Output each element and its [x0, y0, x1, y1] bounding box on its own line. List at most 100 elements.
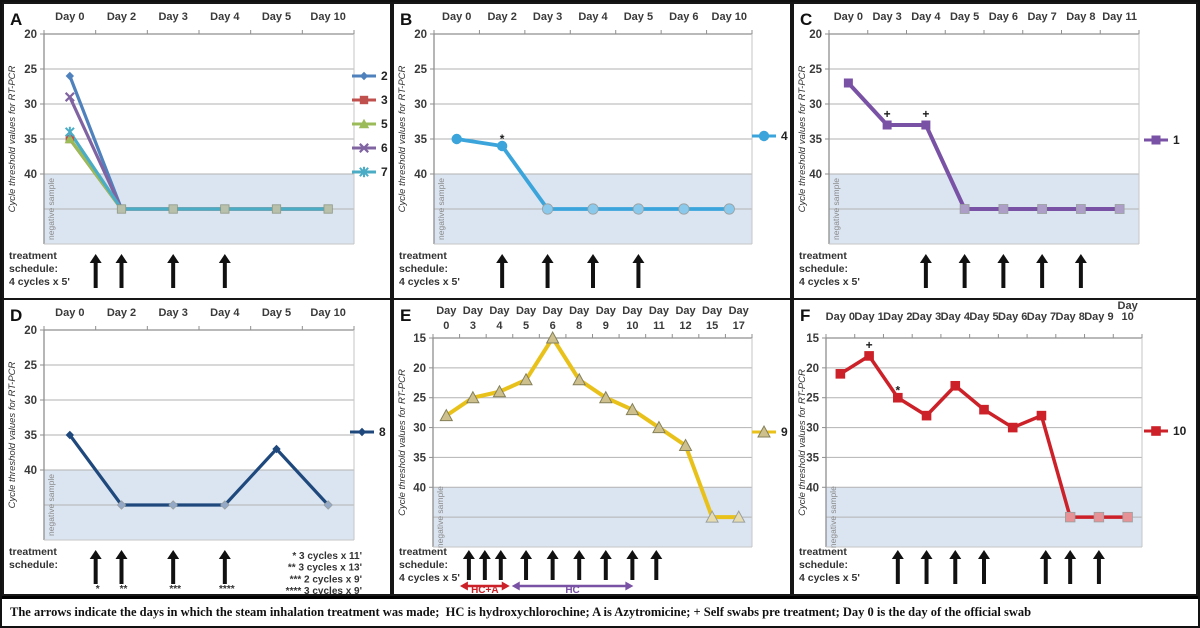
svg-text:Day 3: Day 3: [912, 311, 941, 323]
arrow-footnote-mark: **: [120, 584, 128, 594]
svg-text:Day: Day: [436, 305, 457, 317]
svg-text:Day 4: Day 4: [210, 307, 240, 319]
treatment-schedule-text: schedule:: [9, 263, 58, 275]
svg-text:Day 0: Day 0: [55, 307, 84, 319]
svg-text:Day 8: Day 8: [1056, 311, 1085, 323]
series-markers: [835, 351, 1133, 523]
series-markers: [451, 133, 735, 215]
svg-text:Day 2: Day 2: [883, 311, 912, 323]
svg-text:Day: Day: [516, 305, 537, 317]
panel-letter: F: [800, 306, 810, 325]
svg-text:Day 3: Day 3: [872, 11, 901, 23]
svg-text:3: 3: [470, 320, 476, 332]
y-tick-label: 40: [413, 482, 426, 494]
negative-sample-label: negative sample: [46, 474, 56, 536]
y-tick-label: 30: [24, 395, 37, 407]
y-tick-label: 35: [414, 134, 427, 146]
treatment-schedule-text: treatment: [799, 546, 847, 558]
legend-label: 10: [1173, 424, 1187, 438]
legend: 1: [1144, 133, 1180, 147]
y-tick-label: 35: [809, 134, 822, 146]
cycle-note: ** 3 cycles x 13': [288, 563, 362, 574]
y-tick-label: 20: [24, 325, 37, 337]
svg-text:Day 1: Day 1: [854, 311, 883, 323]
series-line-9: [445, 336, 739, 520]
arrow-footnote-mark: ****: [219, 584, 235, 594]
day-labels: Day 0 Day 3 Day 4 Day 5 Day 6 Day 7 Day 8 Day 1…: [834, 11, 1137, 23]
svg-text:6: 6: [550, 320, 556, 332]
svg-text:Day 7: Day 7: [1027, 311, 1056, 323]
treatment-schedule-text: 4 cycles x 5': [399, 572, 460, 584]
legend-label: 1: [1173, 133, 1180, 147]
gridlines: [433, 367, 752, 518]
cycle-note: *** 2 cycles x 9': [290, 574, 362, 585]
svg-text:Day 10: Day 10: [310, 11, 345, 23]
svg-text:15: 15: [706, 320, 718, 332]
treatment-arrows: [919, 254, 1087, 288]
treatment-arrows: [89, 550, 231, 584]
svg-text:Day: Day: [463, 305, 484, 317]
legend-label: 7: [381, 165, 388, 179]
svg-text:Day 5: Day 5: [950, 11, 979, 23]
y-tick-label: 15: [806, 333, 819, 345]
negative-sample-label: negative sample: [828, 486, 838, 548]
series-line-8: [68, 434, 330, 507]
y-tick-label: 30: [414, 99, 427, 111]
treatment-schedule-text: schedule:: [399, 559, 448, 571]
svg-text:10: 10: [626, 320, 638, 332]
svg-text:Day 2: Day 2: [107, 307, 136, 319]
svg-text:Day 3: Day 3: [158, 307, 187, 319]
y-tick-label: 25: [24, 360, 37, 372]
panel-c: C 20 25 30 35 40 Day 0 Day 3 Day 4 Day 5 Day 6 Day …: [792, 2, 1198, 300]
legend: 8: [350, 425, 386, 439]
panel-b: B 20 25 30 35 40 Day 0 Day 2 Day 3 Day 4 Day 5 Day …: [392, 2, 792, 300]
y-tick-label: 35: [413, 452, 426, 464]
legend: 4: [752, 129, 788, 143]
y-axis-title: Cycle threshold values for RT-PCR: [797, 65, 808, 212]
svg-text:Day 10: Day 10: [712, 11, 747, 23]
series-markers: [65, 430, 333, 510]
svg-text:Day 2: Day 2: [487, 11, 516, 23]
svg-text:9: 9: [603, 320, 609, 332]
y-axis-title: Cycle threshold values for RT-PCR: [397, 65, 408, 212]
svg-text:Day 5: Day 5: [624, 11, 653, 23]
self-swab-mark: +: [884, 107, 891, 121]
panel-letter: A: [10, 10, 22, 29]
svg-text:Day: Day: [649, 305, 670, 317]
treatment-arrows: [891, 550, 1105, 584]
day-labels: Day 0 Day 3 Day 4 Day 5 Day 6 Day 8 Day 9 Day 10 Day 11 Da…: [436, 305, 749, 332]
negative-sample-label: negative sample: [831, 178, 841, 240]
legend-label: 5: [381, 117, 388, 131]
y-tick-label: 35: [24, 134, 37, 146]
panel-f: F 15 20 25 30 35 40 Day 0 Day 1 Day 2 Day 3 Day 4 Da…: [792, 298, 1198, 596]
day-labels: Day 0 Day 2 Day 3 Day 4 Day 5 Day 10: [55, 11, 346, 23]
panel-letter: D: [10, 306, 22, 325]
arrow-footnote-mark: ***: [169, 584, 181, 594]
arrow-footnote-mark: *: [96, 584, 100, 594]
svg-text:Day 4: Day 4: [911, 11, 941, 23]
series-markers: [439, 330, 746, 523]
y-tick-label: 30: [24, 99, 37, 111]
y-tick-label: 20: [806, 363, 819, 375]
svg-text:Day 6: Day 6: [669, 11, 698, 23]
y-tick-label: 25: [809, 64, 822, 76]
figure-caption: The arrows indicate the days in which th…: [2, 596, 1198, 624]
svg-text:8: 8: [576, 320, 582, 332]
svg-text:Day 0: Day 0: [442, 11, 471, 23]
treatment-arrows: [462, 550, 663, 580]
self-swab-mark: +: [922, 107, 929, 121]
day-labels: Day 0 Day 1 Day 2 Day 3 Day 4 Day 5 Day 6 Day 7…: [826, 300, 1139, 323]
svg-text:Day: Day: [1118, 300, 1139, 312]
treatment-schedule-text: treatment: [399, 250, 447, 262]
svg-text:Day: Day: [489, 305, 510, 317]
svg-text:10: 10: [1122, 311, 1134, 323]
y-axis-title: Cycle threshold values for RT-PCR: [7, 361, 18, 508]
legend-label: 6: [381, 141, 388, 155]
svg-text:Day 2: Day 2: [107, 11, 136, 23]
treatment-arrows: [496, 254, 645, 288]
treatment-schedule-text: schedule:: [799, 559, 848, 571]
svg-text:Day 0: Day 0: [55, 11, 84, 23]
